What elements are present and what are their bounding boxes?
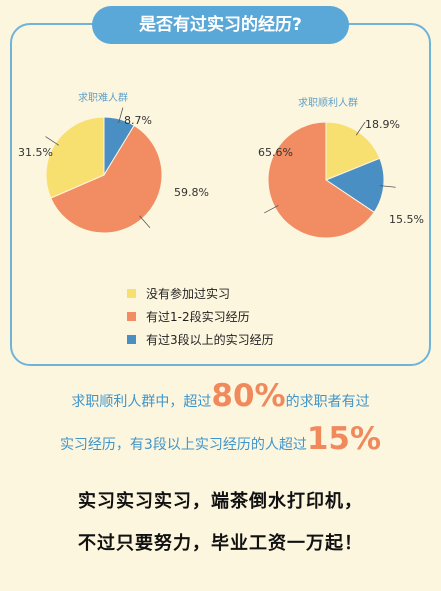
stat-line-1-post: 的求职者有过 xyxy=(285,394,370,410)
left-pie-chart xyxy=(45,107,396,239)
stat-line-2-pre: 实习经历，有3段以上实习经历的人超过 xyxy=(59,437,307,453)
legend-item-one-two: 有过1-2段实习经历 xyxy=(127,305,274,328)
legend-swatch-none xyxy=(127,289,136,298)
legend-item-three-plus: 有过3段以上的实习经历 xyxy=(127,328,274,351)
footer-line-2: 不过只要努力，毕业工资一万起！ xyxy=(78,533,363,554)
right-pct-none: 18.9% xyxy=(365,118,400,131)
left-pct-three-plus: 8.7% xyxy=(124,114,152,127)
left-leader-three-plus xyxy=(118,107,124,124)
legend-swatch-three-plus xyxy=(127,335,136,344)
left-pct-none: 31.5% xyxy=(18,146,53,159)
right-leader-three-plus xyxy=(379,185,396,188)
footer-line-1: 实习实习实习，端茶倒水打印机， xyxy=(78,491,363,512)
stat-line-2-big: 15% xyxy=(306,421,382,457)
left-chart-title: 求职难人群 xyxy=(78,93,128,104)
left-pct-one-two: 59.8% xyxy=(174,186,209,199)
stat-line-2: 实习经历，有3段以上实习经历的人超过15% xyxy=(0,421,441,457)
stat-line-1-big: 80% xyxy=(211,378,286,414)
page-title: 是否有过实习的经历? xyxy=(92,6,349,44)
right-chart-title: 求职顺利人群 xyxy=(298,98,358,109)
left-leader-one-two xyxy=(139,215,151,229)
left-leader-none xyxy=(45,136,60,146)
legend-label-three-plus: 有过3段以上的实习经历 xyxy=(146,333,274,347)
legend-item-none: 没有参加过实习 xyxy=(127,282,274,305)
right-pct-one-two: 65.6% xyxy=(258,146,293,159)
right-leader-one-two xyxy=(264,205,279,214)
stat-line-1: 求职顺利人群中，超过80%的求职者有过 xyxy=(0,378,441,414)
chart-legend: 没有参加过实习 有过1-2段实习经历 有过3段以上的实习经历 xyxy=(127,282,274,351)
stat-line-1-pre: 求职顺利人群中，超过 xyxy=(71,394,212,410)
legend-label-one-two: 有过1-2段实习经历 xyxy=(146,310,250,324)
right-leader-none xyxy=(355,121,366,136)
legend-swatch-one-two xyxy=(127,312,136,321)
right-pct-three-plus: 15.5% xyxy=(389,213,424,226)
legend-label-none: 没有参加过实习 xyxy=(146,287,231,301)
